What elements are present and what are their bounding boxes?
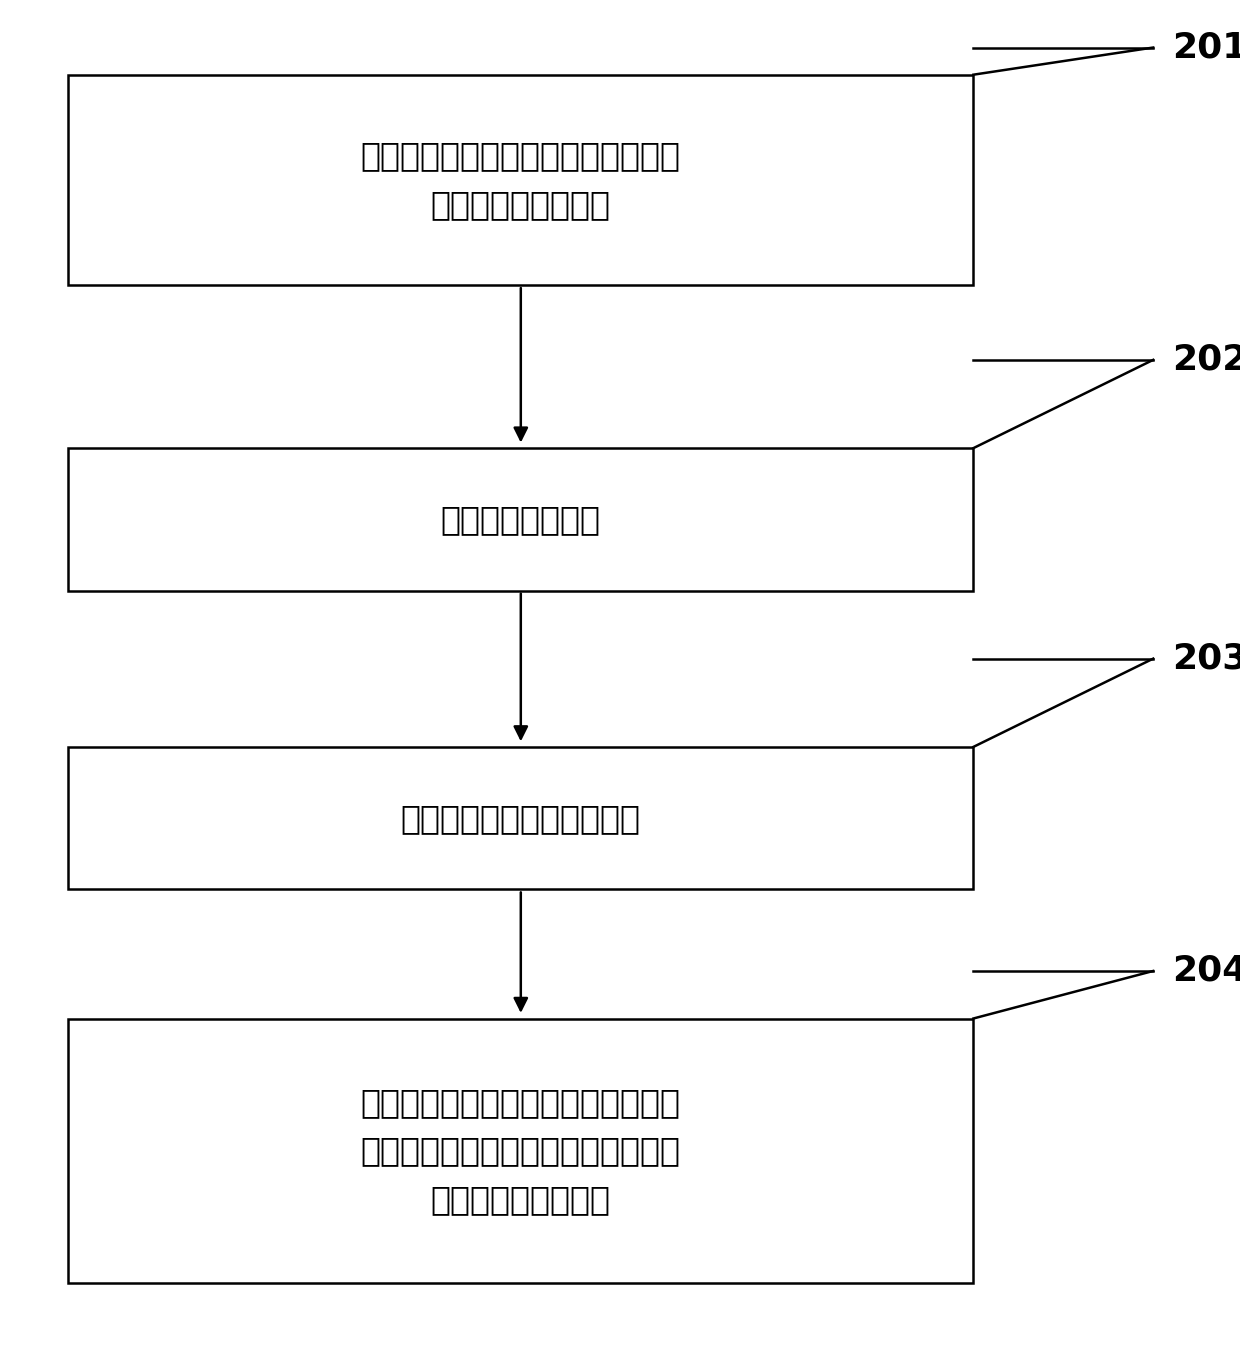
Text: 202: 202 bbox=[1172, 342, 1240, 378]
Bar bbox=[68, 747, 973, 889]
Bar bbox=[68, 75, 973, 285]
Text: 再将归一化处理后的模板向量依次排
列，得到模板库矩阵，该模板库矩阵
为左心室标准模板库: 再将归一化处理后的模板向量依次排 列，得到模板库矩阵，该模板库矩阵 为左心室标准… bbox=[361, 1086, 681, 1215]
Text: 将向量化的模板图像归一化: 将向量化的模板图像归一化 bbox=[401, 801, 641, 835]
Bar bbox=[68, 1018, 973, 1283]
Text: 204: 204 bbox=[1172, 953, 1240, 989]
Text: 将心脏图像的左心室区域进行降采样
处理，获得模板图像: 将心脏图像的左心室区域进行降采样 处理，获得模板图像 bbox=[361, 139, 681, 221]
Text: 201: 201 bbox=[1172, 30, 1240, 65]
Bar bbox=[68, 448, 973, 591]
Text: 将模板图像向量化: 将模板图像向量化 bbox=[440, 502, 601, 536]
Text: 203: 203 bbox=[1172, 641, 1240, 676]
